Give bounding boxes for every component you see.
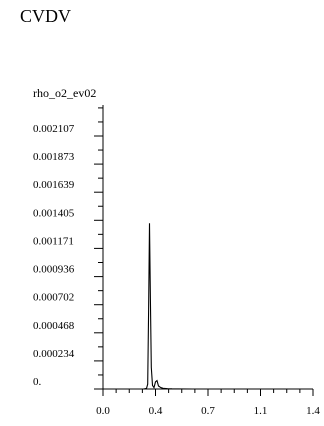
y-tick-label: 0.002107 bbox=[33, 123, 75, 135]
y-axis-title: rho_o2_ev02 bbox=[33, 86, 96, 100]
y-axis: 0. 0.000234 0.000468 0.000702 0.000936 0.0011… bbox=[33, 107, 103, 390]
axes bbox=[102, 105, 313, 390]
x-tick-label: 0.0 bbox=[96, 405, 110, 417]
y-tick-label: 0.001171 bbox=[33, 235, 74, 247]
y-tick-label: 0.001639 bbox=[33, 179, 75, 191]
y-tick-label: 0.000468 bbox=[33, 320, 75, 332]
y-tick-label: 0.000702 bbox=[33, 292, 74, 304]
app-title: CVDV bbox=[20, 6, 72, 26]
series-line bbox=[103, 223, 313, 390]
x-tick-label: 0.7 bbox=[201, 405, 215, 417]
y-tick-label: 0.001873 bbox=[33, 151, 75, 163]
x-tick-label: 1.1 bbox=[254, 405, 268, 417]
y-tick-label: 0.001405 bbox=[33, 207, 75, 219]
x-tick-label: 1.4 bbox=[306, 405, 320, 417]
y-tick-label: 0. bbox=[33, 376, 42, 388]
y-tick-label: 0.000234 bbox=[33, 348, 75, 360]
y-tick-label: 0.000936 bbox=[33, 264, 75, 276]
x-axis: 0.0 0.4 0.7 1.1 1.4 bbox=[96, 389, 320, 417]
x-tick-label: 0.4 bbox=[149, 405, 163, 417]
plot-area bbox=[103, 223, 313, 390]
